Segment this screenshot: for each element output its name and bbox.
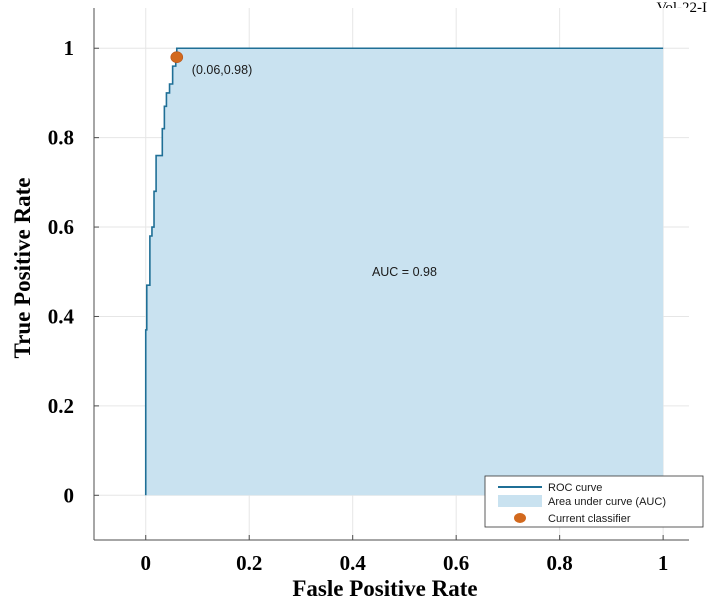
- classifier-point-label: (0.06,0.98): [192, 63, 252, 77]
- legend-roc-label: ROC curve: [548, 482, 602, 494]
- x-tick-label: 0: [140, 551, 151, 575]
- y-axis-ticks: 0 0.2 0.4 0.6 0.8 1: [48, 36, 99, 507]
- y-tick-label: 0.6: [48, 215, 74, 239]
- auc-value-label: AUC = 0.98: [372, 265, 437, 279]
- annotations: AUC = 0.98: [372, 265, 437, 279]
- y-tick-label: 0.8: [48, 126, 74, 150]
- auc-area: [145, 48, 664, 496]
- legend: ROC curve Area under curve (AUC) Current…: [484, 475, 704, 528]
- x-tick-label: 0.6: [443, 551, 469, 575]
- y-tick-label: 1: [64, 36, 75, 60]
- y-axis-title: True Positive Rate: [10, 178, 35, 359]
- legend-auc-label: Area under curve (AUC): [548, 496, 666, 508]
- x-axis-title: Fasle Positive Rate: [292, 576, 477, 601]
- legend-classifier-label: Current classifier: [548, 513, 631, 525]
- x-tick-label: 0.4: [340, 551, 367, 575]
- x-tick-label: 0.8: [547, 551, 573, 575]
- x-axis-ticks: 0 0.2 0.4 0.6 0.8 1: [140, 535, 668, 575]
- legend-classifier-swatch: [514, 513, 526, 523]
- roc-curve-line: [144, 47, 664, 496]
- legend-auc-swatch: [498, 495, 542, 507]
- y-tick-label: 0: [64, 483, 75, 507]
- classifier-points: (0.06,0.98): [170, 51, 252, 77]
- y-tick-label: 0.2: [48, 394, 74, 418]
- x-tick-label: 0.2: [236, 551, 262, 575]
- y-tick-label: 0.4: [48, 304, 75, 328]
- current-classifier-marker: [170, 51, 184, 63]
- x-tick-label: 1: [658, 551, 669, 575]
